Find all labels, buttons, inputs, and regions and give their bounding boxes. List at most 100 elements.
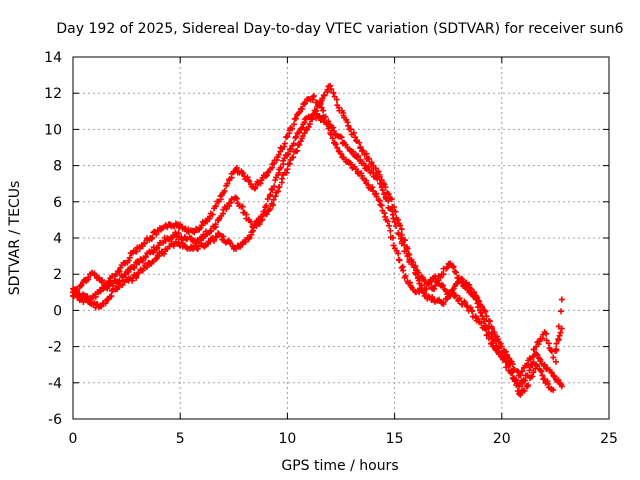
data-point-fill [426, 280, 433, 287]
data-point-fill [355, 152, 362, 159]
data-point [275, 151, 282, 158]
data-point-fill [330, 89, 337, 96]
data-point-fill [360, 147, 367, 154]
data-point-fill [431, 285, 438, 292]
data-point-fill [306, 121, 313, 128]
data-point-fill [478, 303, 485, 310]
data-point [541, 361, 548, 368]
data-point-fill [233, 164, 240, 171]
data-point-fill [277, 164, 284, 171]
data-point-fill [256, 221, 263, 228]
data-point [533, 361, 540, 368]
data-point-fill [253, 222, 260, 229]
data-point-fill [553, 347, 560, 354]
data-point-fill [519, 368, 526, 375]
data-point-fill [325, 118, 332, 125]
data-point-fill [525, 382, 532, 389]
data-point-fill [488, 325, 495, 332]
data-point-fill [363, 150, 370, 157]
data-point-fill [289, 125, 296, 132]
y-tick-label: -6 [48, 412, 62, 428]
data-point-fill [522, 377, 529, 384]
data-point [353, 137, 360, 144]
data-point-fill [334, 144, 341, 151]
data-point-fill [257, 180, 264, 187]
data-point [292, 115, 299, 122]
data-point-fill [240, 170, 247, 177]
data-point-fill [537, 367, 544, 374]
data-point-fill [521, 387, 528, 394]
data-point-fill [299, 124, 306, 131]
data-point [550, 387, 557, 394]
data-point-fill [476, 298, 483, 305]
data-point-fill [212, 203, 219, 210]
data-point-fill [321, 92, 328, 99]
data-point-fill [285, 150, 292, 157]
data-point-fill [290, 121, 297, 128]
x-tick-label: 25 [600, 431, 618, 447]
data-point-fill [553, 340, 560, 347]
data-point-fill [85, 274, 92, 281]
data-point-fill [133, 248, 140, 255]
data-point-fill [497, 340, 504, 347]
axis-ticks: 0 5 10 15 20 25 -6 -4 -2 0 2 4 6 8 10 12 14 [44, 50, 618, 447]
data-point-fill [252, 184, 259, 191]
data-point-fill [79, 295, 86, 302]
data-point-fill [237, 242, 244, 249]
data-point-fill [398, 226, 405, 233]
y-tick-label: 0 [53, 303, 62, 319]
data-point-fill [379, 187, 386, 194]
data-point-fill [369, 184, 376, 191]
data-point-fill [350, 129, 357, 136]
data-point-fill [263, 202, 270, 209]
data-point-fill [452, 268, 459, 275]
data-point-fill [242, 238, 249, 245]
data-point [558, 325, 565, 332]
data-point-fill [538, 368, 545, 375]
y-tick-label: 14 [44, 50, 62, 66]
data-points [70, 82, 565, 398]
data-point-fill [469, 308, 476, 315]
data-point-fill [320, 107, 327, 114]
data-point-fill [212, 221, 219, 228]
x-axis-label: GPS time / hours [281, 458, 398, 474]
data-point-fill [444, 294, 451, 301]
data-point-fill [548, 369, 555, 376]
data-point [370, 187, 377, 194]
data-point-fill [468, 286, 475, 293]
data-point-fill [437, 274, 444, 281]
data-point-fill [136, 245, 143, 252]
data-point-fill [531, 346, 538, 353]
data-point-fill [392, 208, 399, 215]
data-point [224, 180, 231, 187]
data-point-fill [269, 186, 276, 193]
data-point-fill [395, 250, 402, 257]
data-point-fill [486, 335, 493, 342]
data-point-fill [482, 326, 489, 333]
data-point-fill [281, 140, 288, 147]
data-point-fill [558, 308, 565, 315]
data-point-fill [381, 210, 388, 217]
data-point-fill [356, 139, 363, 146]
data-point-fill [92, 293, 99, 300]
data-point [301, 130, 308, 137]
data-point-fill [276, 184, 283, 191]
data-point-fill [368, 159, 375, 166]
data-point-fill [352, 134, 359, 141]
data-point [413, 271, 420, 278]
data-point-fill [499, 349, 506, 356]
data-point-fill [239, 203, 246, 210]
data-point-fill [333, 96, 340, 103]
data-point-fill [555, 336, 562, 343]
data-point-fill [534, 362, 541, 369]
data-point-fill [410, 264, 417, 271]
data-point [378, 177, 385, 184]
data-point-fill [474, 294, 481, 301]
data-point-fill [302, 99, 309, 106]
data-point-fill [131, 264, 138, 271]
data-point-fill [519, 380, 526, 387]
data-point [558, 383, 565, 390]
data-point-fill [391, 204, 398, 211]
data-point-fill [221, 187, 228, 194]
